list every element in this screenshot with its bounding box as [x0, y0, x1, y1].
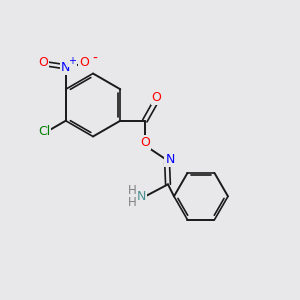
Text: N: N: [61, 61, 70, 74]
Text: O: O: [39, 56, 49, 69]
Text: N: N: [136, 190, 146, 203]
Text: O: O: [80, 56, 89, 69]
Text: Cl: Cl: [38, 125, 50, 138]
Text: +: +: [68, 56, 76, 66]
Text: -: -: [92, 52, 97, 66]
Text: H: H: [128, 184, 136, 197]
Text: O: O: [140, 136, 150, 149]
Text: H: H: [128, 196, 136, 209]
Text: N: N: [165, 153, 175, 166]
Text: O: O: [152, 92, 161, 104]
